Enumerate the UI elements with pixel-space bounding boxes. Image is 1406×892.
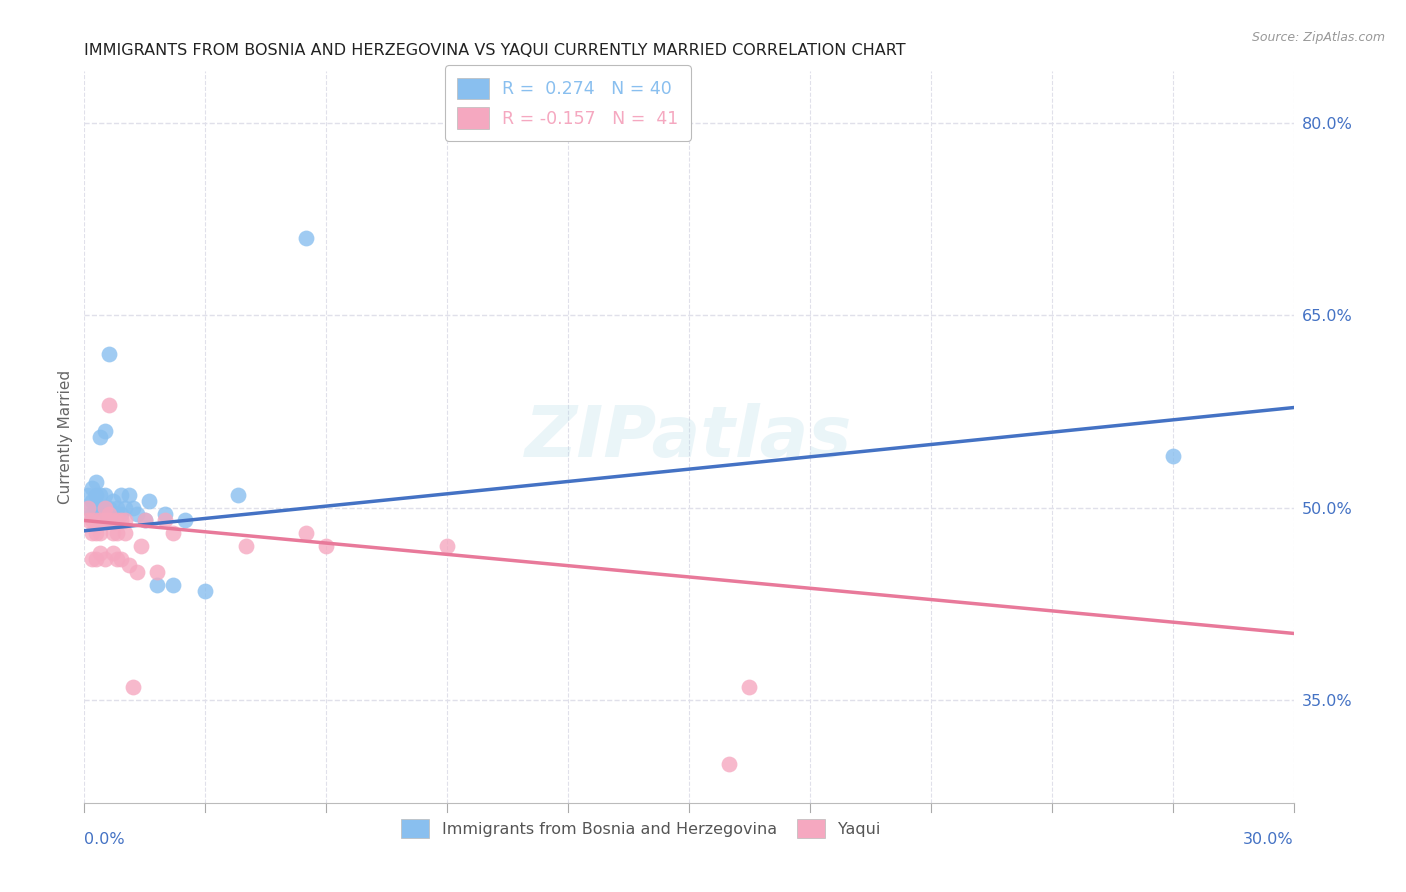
Point <box>153 514 176 528</box>
Point <box>738 681 761 695</box>
Point <box>1161 450 1184 464</box>
Point <box>162 526 184 541</box>
Point <box>93 500 115 515</box>
Point <box>97 514 120 528</box>
Text: 30.0%: 30.0% <box>1243 832 1294 847</box>
Point <box>134 514 156 528</box>
Point <box>121 681 143 695</box>
Point <box>77 488 100 502</box>
Point <box>235 539 257 553</box>
Point <box>97 507 120 521</box>
Point <box>89 430 111 444</box>
Point <box>436 539 458 553</box>
Text: ZIPatlas: ZIPatlas <box>526 402 852 472</box>
Text: 0.0%: 0.0% <box>84 832 125 847</box>
Point <box>97 398 120 412</box>
Point <box>86 500 108 515</box>
Point <box>105 552 128 566</box>
Point <box>93 514 115 528</box>
Point <box>86 514 108 528</box>
Point <box>82 514 104 528</box>
Point <box>226 488 249 502</box>
Point <box>295 526 318 541</box>
Point <box>138 494 160 508</box>
Point <box>129 539 152 553</box>
Point <box>93 500 115 515</box>
Point <box>97 500 120 515</box>
Point <box>77 514 100 528</box>
Point <box>134 514 156 528</box>
Point <box>110 488 132 502</box>
Point <box>93 424 115 438</box>
Point <box>86 488 108 502</box>
Point <box>105 514 128 528</box>
Point <box>89 500 111 515</box>
Point <box>86 526 108 541</box>
Point <box>93 488 115 502</box>
Point <box>146 577 169 591</box>
Point <box>77 500 100 515</box>
Point <box>162 577 184 591</box>
Text: Source: ZipAtlas.com: Source: ZipAtlas.com <box>1251 31 1385 45</box>
Point <box>89 514 111 528</box>
Text: IMMIGRANTS FROM BOSNIA AND HERZEGOVINA VS YAQUI CURRENTLY MARRIED CORRELATION CH: IMMIGRANTS FROM BOSNIA AND HERZEGOVINA V… <box>84 43 905 58</box>
Point <box>101 494 124 508</box>
Point <box>110 514 132 528</box>
Point <box>101 514 124 528</box>
Legend: Immigrants from Bosnia and Herzegovina, Yaqui: Immigrants from Bosnia and Herzegovina, … <box>392 811 889 846</box>
Point <box>105 526 128 541</box>
Point <box>105 500 128 515</box>
Point <box>125 565 148 579</box>
Point <box>146 565 169 579</box>
Point <box>89 526 111 541</box>
Point <box>97 507 120 521</box>
Point <box>118 558 141 573</box>
Point <box>101 545 124 559</box>
Point <box>93 552 115 566</box>
Point <box>121 500 143 515</box>
Point <box>105 507 128 521</box>
Point <box>82 507 104 521</box>
Point <box>125 507 148 521</box>
Point <box>82 526 104 541</box>
Point <box>114 514 136 528</box>
Point <box>89 514 111 528</box>
Point <box>114 526 136 541</box>
Point <box>77 500 100 515</box>
Point <box>153 507 176 521</box>
Point <box>295 231 318 245</box>
Point <box>86 475 108 489</box>
Y-axis label: Currently Married: Currently Married <box>58 370 73 504</box>
Point <box>114 500 136 515</box>
Point <box>97 346 120 360</box>
Point <box>118 488 141 502</box>
Point <box>110 507 132 521</box>
Point <box>110 552 132 566</box>
Point <box>315 539 337 553</box>
Point <box>174 514 197 528</box>
Point <box>89 545 111 559</box>
Point <box>89 488 111 502</box>
Point <box>82 482 104 496</box>
Point <box>101 514 124 528</box>
Point <box>86 514 108 528</box>
Point <box>93 514 115 528</box>
Point <box>718 757 741 772</box>
Point <box>194 584 217 599</box>
Point <box>82 552 104 566</box>
Point <box>101 526 124 541</box>
Point <box>82 494 104 508</box>
Point <box>86 552 108 566</box>
